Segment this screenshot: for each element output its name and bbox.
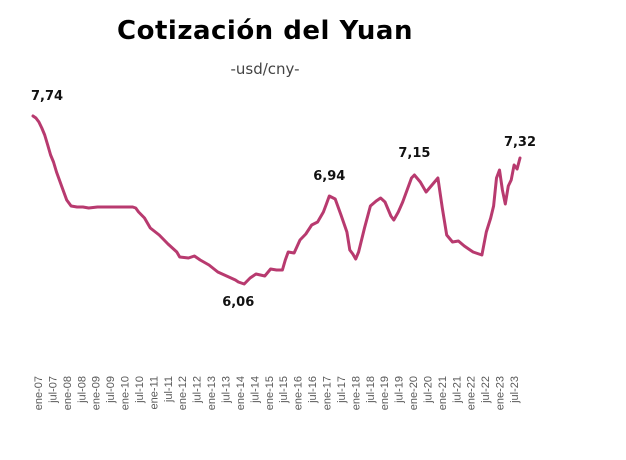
x-tick-label: ene-16	[293, 376, 305, 410]
data-label: 7,15	[398, 146, 430, 161]
x-tick-label: jul-20	[422, 376, 434, 404]
x-tick-label: jul-15	[278, 376, 290, 404]
x-tick-label: ene-21	[437, 376, 449, 410]
x-tick-label: jul-16	[307, 376, 319, 404]
chart-title: Cotización del Yuan	[117, 16, 413, 46]
x-tick-label: jul-22	[480, 376, 492, 404]
x-tick-label: ene-19	[379, 376, 391, 410]
x-tick-label: jul-12	[192, 376, 204, 404]
x-tick-label: jul-07	[47, 376, 59, 404]
x-tick-label: jul-13	[221, 376, 233, 404]
x-tick-label: ene-23	[495, 376, 507, 410]
series-line-0	[31, 114, 522, 286]
x-tick-label: jul-10	[134, 376, 146, 404]
x-tick-label: jul-18	[365, 376, 377, 404]
x-tick-label: jul-09	[105, 376, 117, 404]
x-tick-label: ene-11	[148, 376, 160, 409]
data-label: 6,06	[222, 295, 254, 310]
x-tick-label: jul-23	[509, 376, 521, 404]
x-tick-label: ene-09	[91, 376, 103, 410]
x-tick-label: jul-08	[76, 376, 88, 404]
x-tick-label: ene-18	[350, 376, 362, 410]
x-tick-label: jul-11	[163, 376, 175, 403]
x-tick-label: ene-10	[120, 376, 132, 410]
x-tick-label: ene-22	[466, 376, 478, 410]
x-tick-label: ene-12	[177, 376, 189, 410]
x-tick-label: jul-19	[394, 376, 406, 404]
x-tick-label: ene-13	[206, 376, 218, 410]
chart-subtitle: -usd/cny-	[230, 60, 300, 78]
x-tick-label: ene-17	[321, 376, 333, 410]
x-tick-label: ene-20	[408, 376, 420, 410]
data-label: 6,94	[313, 169, 345, 184]
x-tick-label: jul-17	[336, 376, 348, 404]
x-tick-label: ene-15	[264, 376, 276, 410]
x-tick-label: jul-14	[249, 376, 261, 404]
x-tick-label: jul-21	[451, 376, 463, 404]
x-tick-label: ene-07	[33, 376, 45, 410]
x-tick-label: ene-08	[62, 376, 74, 410]
data-label: 7,74	[31, 89, 63, 104]
x-tick-label: ene-14	[235, 376, 247, 410]
data-label: 7,32	[504, 135, 536, 150]
